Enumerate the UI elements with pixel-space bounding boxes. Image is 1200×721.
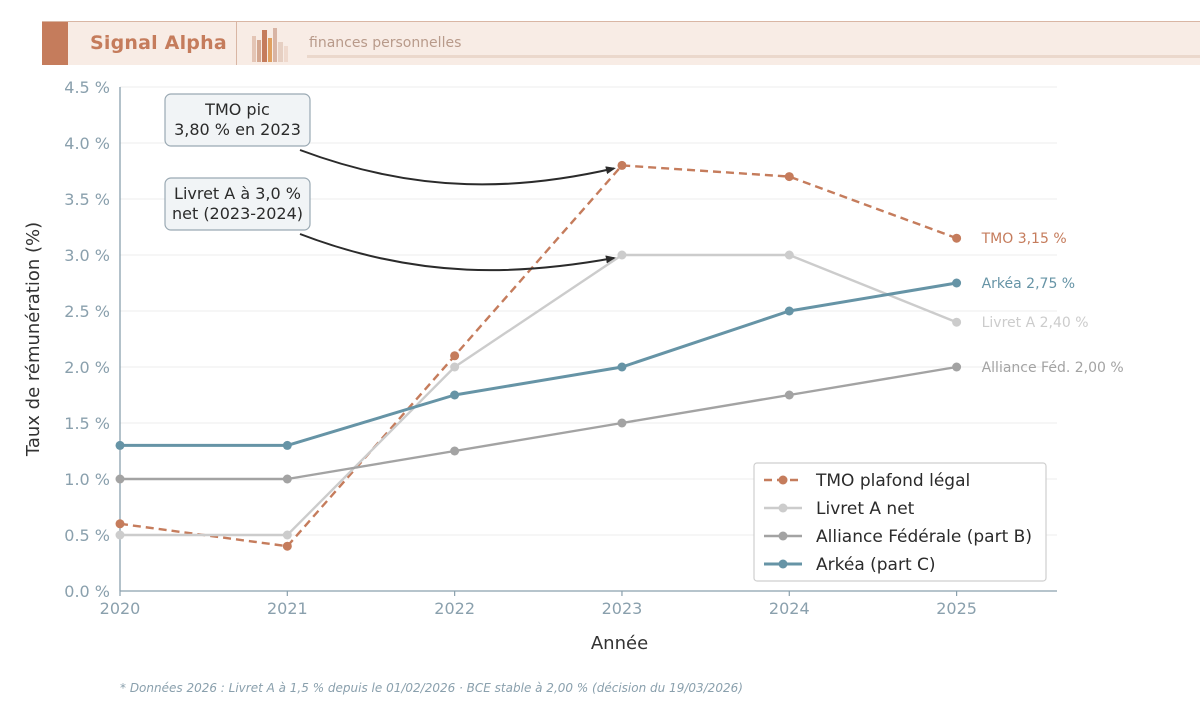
chart-series: TMO 3,15 % Livret A 2,40 % Alliance Féd. 2… — [115, 160, 1124, 551]
annotation-text: TMO pic — [204, 100, 270, 119]
x-tick-label: 2021 — [267, 599, 308, 618]
data-point — [784, 390, 794, 400]
series-line-2 — [120, 365, 957, 481]
data-point — [115, 440, 125, 450]
x-axis-title: Année — [591, 633, 648, 654]
series-end-label: Alliance Féd. 2,00 % — [982, 360, 1124, 376]
legend-label: TMO plafond légal — [815, 471, 970, 491]
series-end-label: TMO 3,15 % — [981, 231, 1067, 247]
data-point — [282, 541, 292, 551]
brand-swatch — [42, 22, 68, 65]
legend-label: Arkéa (part C) — [816, 555, 936, 575]
annotation-arrow — [299, 233, 616, 272]
x-tick-label: 2023 — [602, 599, 643, 618]
annotation-text: Livret A à 3,0 % — [174, 184, 301, 203]
series-end-label: Arkéa 2,75 % — [982, 276, 1076, 292]
series-line-3 — [120, 281, 957, 447]
data-point — [450, 446, 460, 456]
data-point — [784, 172, 794, 182]
legend-item: TMO plafond légal — [764, 471, 970, 491]
rates-line-chart: 0.0 % 0.5 % 1.0 % 1.5 % 2.0 % 2.5 % 3.0 % 3.5 %… — [23, 78, 1124, 654]
x-tick-label: 2020 — [100, 599, 141, 618]
annotation-text: 3,80 % en 2023 — [174, 120, 301, 139]
annotation-text: net (2023-2024) — [172, 204, 303, 223]
data-point — [952, 233, 962, 243]
chart-axes: 0.0 % 0.5 % 1.0 % 1.5 % 2.0 % 2.5 % 3.0 % 3.5 %… — [23, 78, 1057, 654]
x-tick-label: 2024 — [769, 599, 810, 618]
y-tick-label: 4.0 % — [64, 134, 110, 153]
data-point — [952, 362, 962, 372]
legend-label: Livret A net — [816, 499, 915, 519]
data-point — [617, 160, 627, 170]
data-point — [115, 474, 125, 484]
data-point — [282, 474, 292, 484]
y-tick-label: 2.0 % — [64, 358, 110, 377]
legend-label: Alliance Fédérale (part B) — [816, 527, 1032, 547]
data-point — [952, 278, 962, 288]
header-tagline: finances personnelles — [309, 35, 462, 51]
x-tick-label: 2022 — [434, 599, 475, 618]
data-point — [450, 362, 460, 372]
data-point — [115, 519, 125, 529]
y-tick-label: 0.5 % — [64, 526, 110, 545]
data-point — [450, 390, 460, 400]
data-point — [784, 306, 794, 316]
bar-building-logo-icon — [252, 28, 288, 62]
y-tick-label: 1.5 % — [64, 414, 110, 433]
legend-item: Livret A net — [764, 499, 915, 519]
y-tick-label: 3.0 % — [64, 246, 110, 265]
legend-item: Alliance Fédérale (part B) — [764, 527, 1032, 547]
legend-item: Arkéa (part C) — [764, 555, 936, 575]
data-point — [784, 250, 794, 260]
y-tick-label: 4.5 % — [64, 78, 110, 97]
series-line-0 — [119, 164, 958, 548]
y-tick-label: 3.5 % — [64, 190, 110, 209]
header-divider — [236, 22, 237, 65]
x-tick-label: 2025 — [936, 599, 977, 618]
y-axis-title: Taux de rémunération (%) — [23, 222, 44, 457]
series-end-label: Livret A 2,40 % — [982, 315, 1089, 331]
chart-footnote: * Données 2026 : Livret A à 1,5 % depuis… — [120, 681, 743, 695]
data-point — [115, 530, 125, 540]
annotation-callout: Livret A à 3,0 %net (2023-2024) — [164, 177, 616, 272]
brand-name[interactable]: Signal Alpha — [90, 32, 227, 54]
chart-legend: TMO plafond légal Livret A net Alliance Fé… — [753, 462, 1047, 582]
data-point — [617, 418, 627, 428]
data-point — [282, 530, 292, 540]
data-point — [617, 362, 627, 372]
series-line-1 — [120, 253, 958, 537]
data-point — [282, 440, 292, 450]
legend-box — [753, 462, 1047, 582]
tagline-underline — [307, 55, 1200, 58]
y-tick-label: 0.0 % — [64, 582, 110, 601]
data-point — [617, 250, 627, 260]
annotation-arrow — [299, 149, 616, 186]
y-tick-label: 2.5 % — [64, 302, 110, 321]
data-point — [450, 351, 460, 361]
data-point — [952, 317, 962, 327]
y-tick-label: 1.0 % — [64, 470, 110, 489]
app-header: Signal Alpha finances personnelles — [42, 21, 1200, 65]
